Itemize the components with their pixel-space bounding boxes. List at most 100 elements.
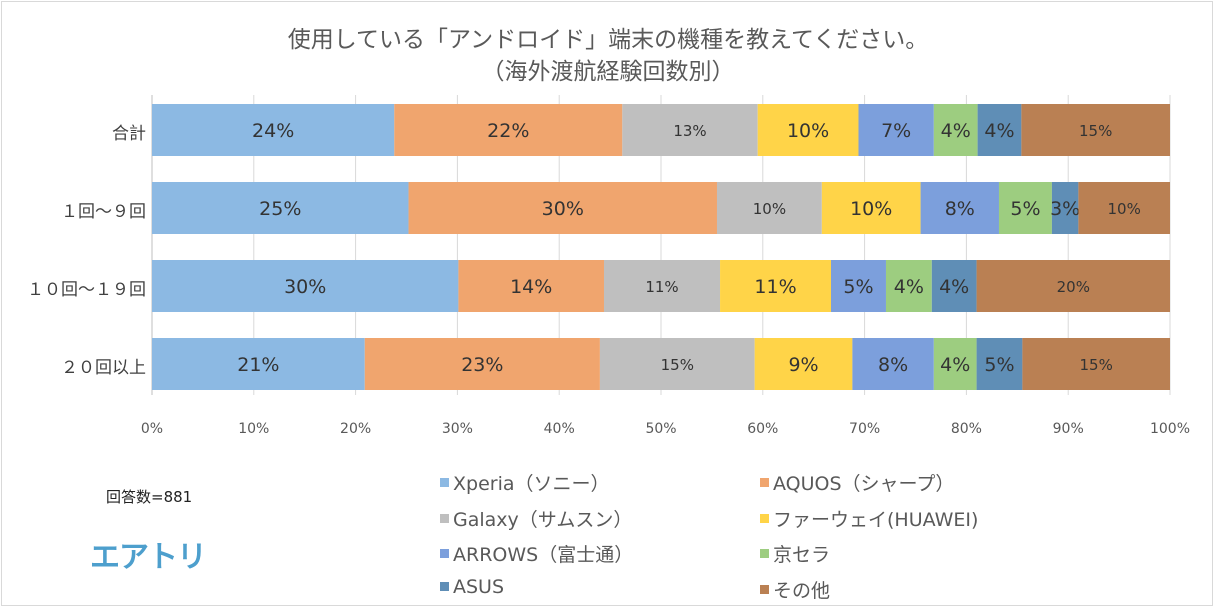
chart-title: 使用している「アンドロイド」端末の機種を教えてください。 xyxy=(287,27,929,53)
bar-segment xyxy=(152,260,459,312)
data-label: 30% xyxy=(284,276,326,298)
bar-segment xyxy=(998,182,1052,234)
bar-segment xyxy=(933,104,978,156)
data-label: 9% xyxy=(788,354,818,376)
bar-segment xyxy=(1051,182,1079,234)
data-label: 21% xyxy=(237,354,279,376)
x-tick-label: 80% xyxy=(951,421,982,437)
x-tick-label: 50% xyxy=(645,421,676,437)
data-label: 7% xyxy=(881,120,911,142)
bar-segment xyxy=(1022,338,1170,390)
data-label: 11% xyxy=(754,276,796,298)
legend-swatch xyxy=(440,582,449,591)
bar-segment xyxy=(821,182,921,234)
data-label: 4% xyxy=(940,354,970,376)
category-label: 合計 xyxy=(112,124,146,144)
bar-segment xyxy=(364,338,600,390)
data-label: 10% xyxy=(787,120,829,142)
legend-item: その他 xyxy=(760,576,830,603)
data-label: 13% xyxy=(673,122,706,140)
bar-segment xyxy=(831,260,886,312)
data-label: 22% xyxy=(487,120,529,142)
data-label: 10% xyxy=(753,200,786,218)
logo: エアトリ xyxy=(90,540,207,575)
legend-label: Xperia（ソニー） xyxy=(453,473,610,495)
bar-segment xyxy=(1021,104,1170,156)
legend-item: 京セラ xyxy=(760,540,830,567)
data-label: 15% xyxy=(1079,122,1112,140)
category-label: １回～９回 xyxy=(61,202,146,222)
data-label: 4% xyxy=(894,276,924,298)
bar-segment xyxy=(976,338,1023,390)
x-tick-label: 70% xyxy=(849,421,880,437)
bar-segment xyxy=(976,260,1170,312)
data-label: 8% xyxy=(878,354,908,376)
bar-segment xyxy=(716,182,822,234)
legend-swatch xyxy=(760,513,769,523)
bar-segment xyxy=(885,260,932,312)
data-label: 25% xyxy=(259,198,301,220)
legend-swatch xyxy=(760,549,769,558)
plot-area: 0% 10% 20% 30% 40% 50% 60% 70% 80% 90% 100% 24% 22% 1… xyxy=(141,95,1190,437)
x-tick-label: 20% xyxy=(340,421,371,437)
legend-item: ファーウェイ(HUAWEI) xyxy=(760,505,978,532)
bar-segment xyxy=(852,338,934,390)
x-tick-label: 90% xyxy=(1053,421,1084,437)
chart-subtitle: （海外渡航経験回数別） xyxy=(481,59,735,85)
response-count: 回答数=881 xyxy=(106,488,193,506)
bar-segment xyxy=(622,104,758,156)
data-label: 4% xyxy=(941,120,971,142)
data-label: 15% xyxy=(1080,356,1113,374)
category-label: １０回～１９回 xyxy=(27,280,146,300)
data-label: 23% xyxy=(461,354,503,376)
legend-item: Xperia（ソニー） xyxy=(440,469,610,496)
data-label: 4% xyxy=(939,276,969,298)
legend-label: ファーウェイ(HUAWEI) xyxy=(773,508,979,531)
bar-segment xyxy=(920,182,999,234)
x-tick-label: 100% xyxy=(1150,421,1190,437)
data-label: 4% xyxy=(984,120,1014,142)
bar-segment xyxy=(858,104,934,156)
legend-label: AQUOS（シャープ） xyxy=(773,473,955,495)
data-label: 5% xyxy=(843,276,873,298)
bar-segment xyxy=(152,338,365,390)
bar-segment xyxy=(933,338,977,390)
bar-segment xyxy=(458,260,604,312)
bar-segment xyxy=(603,260,721,312)
legend-swatch xyxy=(440,478,449,487)
bar-segment xyxy=(977,104,1022,156)
data-label: 14% xyxy=(510,276,552,298)
legend-label: ARROWS（富士通） xyxy=(453,544,634,566)
x-tick-label: 40% xyxy=(544,421,575,437)
x-tick-label: 30% xyxy=(442,421,473,437)
x-tick-label: 60% xyxy=(747,421,778,437)
legend-swatch xyxy=(760,584,769,594)
legend-swatch xyxy=(760,478,769,487)
bar-segment xyxy=(394,104,623,156)
bar-segment xyxy=(931,260,977,312)
legend-item: Galaxy（サムスン） xyxy=(440,505,632,532)
legend-swatch xyxy=(440,513,449,523)
data-label: 5% xyxy=(984,354,1014,376)
bar-segment xyxy=(599,338,755,390)
legend-swatch xyxy=(440,549,449,558)
x-tick-label: 0% xyxy=(141,421,163,437)
legend-item: ARROWS（富士通） xyxy=(440,540,633,567)
data-label: 11% xyxy=(645,278,678,296)
legend-item: ASUS xyxy=(440,576,504,598)
legend-label: その他 xyxy=(773,579,831,602)
legend-item: AQUOS（シャープ） xyxy=(760,469,954,496)
data-label: 8% xyxy=(945,198,975,220)
category-label: ２０回以上 xyxy=(61,358,146,378)
legend-label: Galaxy（サムスン） xyxy=(453,508,633,531)
data-label: 20% xyxy=(1057,278,1090,296)
bar-segment xyxy=(754,338,853,390)
bar-segment xyxy=(408,182,717,234)
data-label: 24% xyxy=(252,120,294,142)
bar-segment xyxy=(757,104,859,156)
x-tick-label: 10% xyxy=(238,421,269,437)
bar-segment xyxy=(1078,182,1170,234)
bar-segment xyxy=(152,104,395,156)
data-label: 5% xyxy=(1010,198,1040,220)
